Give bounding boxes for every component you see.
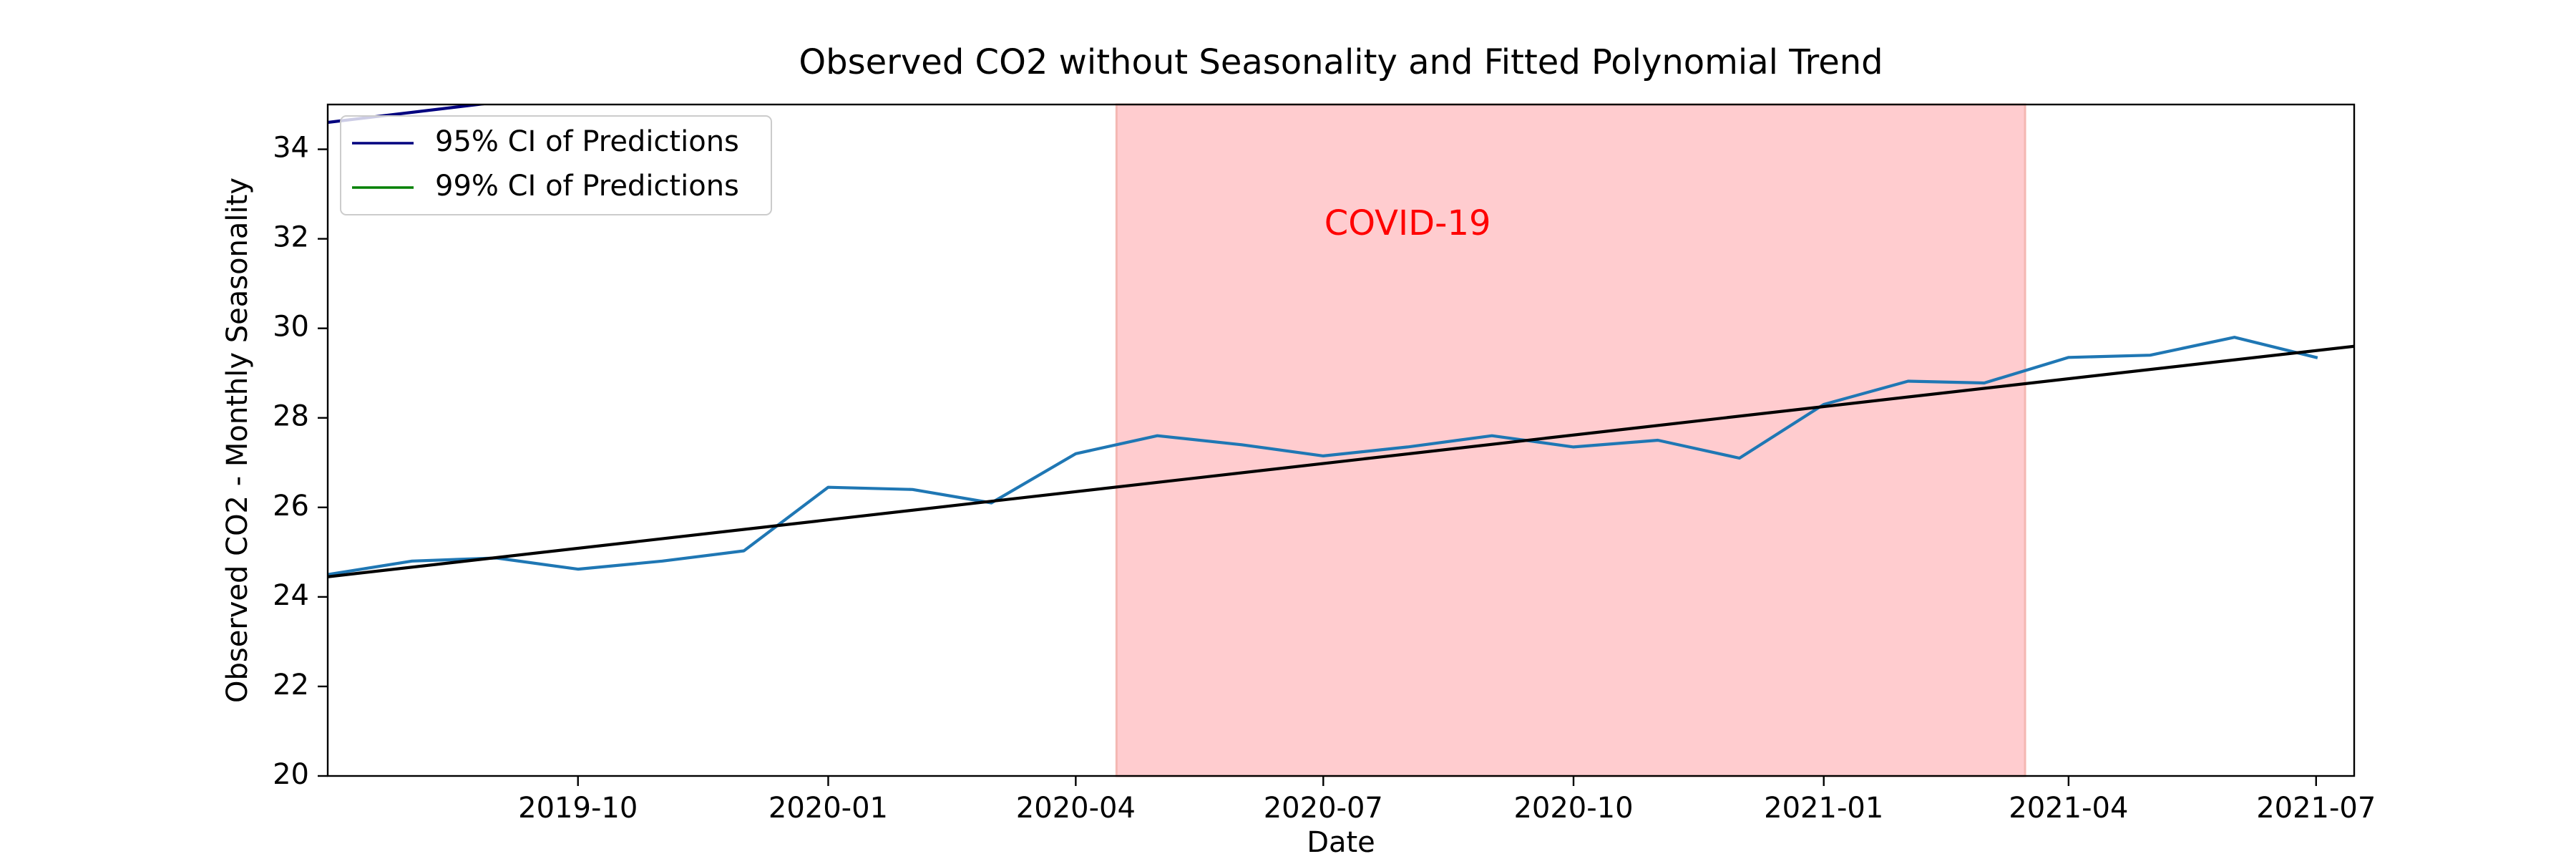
chart-title: Observed CO2 without Seasonality and Fit…	[799, 42, 1883, 82]
x-tick-label: 2020-04	[1016, 792, 1136, 825]
y-tick-label: 20	[273, 758, 309, 791]
y-tick-label: 22	[273, 669, 309, 702]
x-axis-label: Date	[1307, 826, 1375, 859]
x-tick-label: 2021-04	[2009, 792, 2128, 825]
x-tick-label: 2020-01	[769, 792, 888, 825]
y-tick-label: 24	[273, 579, 309, 612]
x-tick-label: 2020-07	[1264, 792, 1383, 825]
x-tick-label: 2019-10	[518, 792, 638, 825]
y-axis-label: Observed CO2 - Monthly Seasonality	[221, 178, 254, 703]
plot-frame	[326, 103, 2356, 777]
y-tick-label: 30	[273, 311, 309, 344]
legend-label-95-ci: 95% CI of Predictions	[435, 125, 739, 158]
y-tick-label: 34	[273, 132, 309, 165]
covid-shaded-region	[1115, 103, 2026, 777]
trend-series-line	[328, 344, 2354, 578]
x-tick-label: 2021-01	[1764, 792, 1883, 825]
x-tick-label: 2020-10	[1513, 792, 1633, 825]
observed-series-line	[328, 336, 2318, 576]
y-tick-label: 32	[273, 221, 309, 254]
y-axis: 20 22 24 26 28 30 32 34	[273, 132, 328, 791]
y-tick-label: 26	[273, 490, 309, 523]
y-tick-label: 28	[273, 400, 309, 433]
covid-label: COVID-19	[1324, 203, 1491, 243]
x-tick-label: 2021-07	[2256, 792, 2376, 825]
legend-label-99-ci: 99% CI of Predictions	[435, 170, 739, 203]
x-axis: 2019-10 2020-01 2020-04 2020-07 2020-10 2021-…	[518, 776, 2376, 825]
legend-box	[340, 115, 772, 215]
legend: 95% CI of Predictions 99% CI of Predicti…	[340, 115, 772, 215]
